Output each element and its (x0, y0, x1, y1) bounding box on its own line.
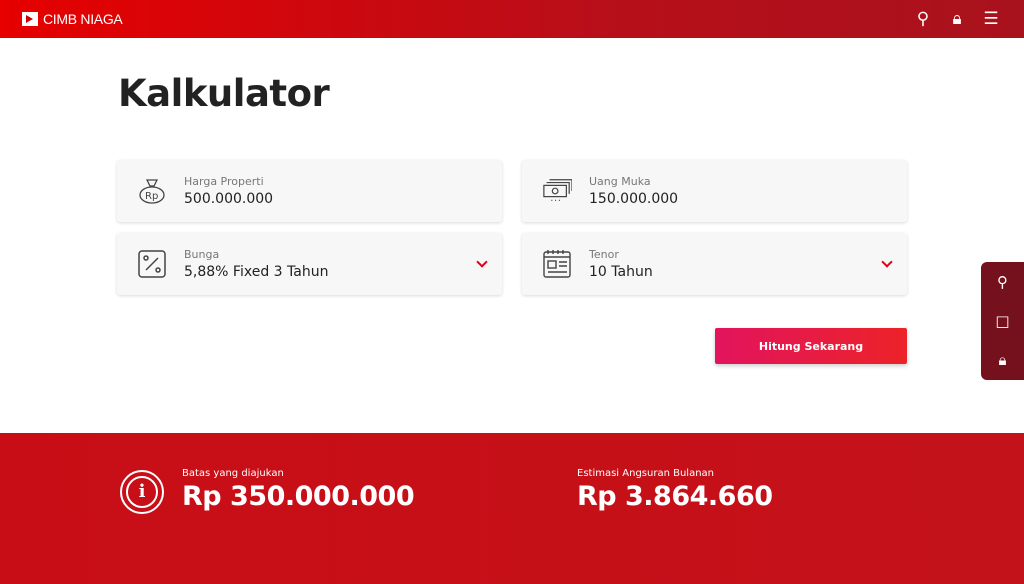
field-value: 500.000.000 (184, 191, 274, 207)
tenor-dropdown[interactable]: Tenor 10 Tahun (522, 233, 907, 295)
brand-logo[interactable]: CIMB NIAGA (22, 11, 123, 27)
field-value: 5,88% Fixed 3 Tahun (184, 264, 329, 280)
lock-icon[interactable]: 🔒︎ (998, 351, 1007, 370)
info-icon[interactable]: i (120, 470, 164, 514)
field-label: Bunga (184, 248, 220, 261)
logo-icon (22, 12, 38, 26)
field-value: 10 Tahun (589, 264, 653, 280)
money-bag-icon: Rp (137, 176, 167, 206)
chevron-down-icon[interactable] (476, 256, 488, 268)
lock-icon[interactable]: 🔒︎ (952, 9, 962, 29)
location-icon[interactable]: ⚲ (997, 272, 1008, 291)
side-panel: ⚲ □ 🔒︎ (981, 262, 1024, 380)
cash-icon (542, 176, 572, 206)
field-value: 150.000.000 (589, 191, 679, 207)
top-bar: CIMB NIAGA ⚲ 🔒︎ ☰ (0, 0, 1024, 38)
calendar-icon (542, 249, 572, 279)
percent-icon (137, 249, 167, 279)
page-title: Kalkulator (118, 72, 330, 115)
uang-muka-field[interactable]: Uang Muka 150.000.000 (522, 160, 907, 222)
limit-value: Rp 350.000.000 (182, 481, 415, 512)
bunga-dropdown[interactable]: Bunga 5,88% Fixed 3 Tahun (117, 233, 502, 295)
result-panel (0, 433, 1024, 584)
chevron-down-icon[interactable] (881, 256, 893, 268)
brand-name: CIMB NIAGA (43, 11, 123, 27)
limit-label: Batas yang diajukan (182, 468, 284, 479)
hitung-sekarang-button[interactable]: Hitung Sekarang (715, 328, 907, 364)
field-label: Harga Properti (184, 175, 264, 188)
field-label: Tenor (589, 248, 619, 261)
svg-text:Rp: Rp (145, 191, 158, 202)
field-label: Uang Muka (589, 175, 651, 188)
installment-label: Estimasi Angsuran Bulanan (577, 468, 715, 479)
harga-properti-field[interactable]: Rp Harga Properti 500.000.000 (117, 160, 502, 222)
search-icon[interactable]: ⚲ (916, 9, 930, 29)
chat-icon[interactable]: □ (995, 311, 1010, 330)
installment-value: Rp 3.864.660 (577, 481, 773, 512)
menu-icon[interactable]: ☰ (983, 9, 999, 29)
